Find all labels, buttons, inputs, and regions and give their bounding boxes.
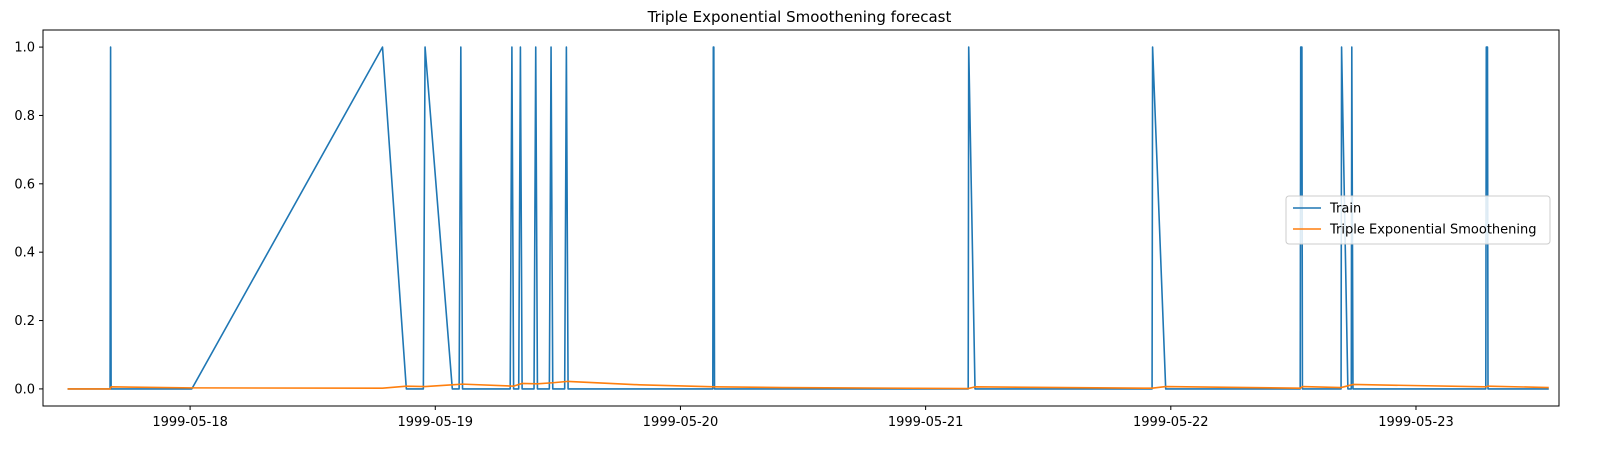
x-tick-label: 1999-05-20 [643, 415, 719, 430]
plot-frame [42, 29, 1560, 407]
y-axis: 0.0 0.2 0.4 0.6 0.8 1.0 [14, 41, 43, 397]
series-line-train [67, 46, 1549, 390]
plot-area [67, 46, 1549, 390]
y-tick-label: 0.6 [14, 177, 35, 192]
series-line-triple-exponential-smoothening [67, 380, 1549, 390]
legend-label: Train [1329, 202, 1361, 217]
x-axis: 1999-05-18 1999-05-19 1999-05-20 1999-05-21… [152, 406, 1454, 430]
x-tick-label: 1999-05-18 [152, 415, 228, 430]
legend-label: Triple Exponential Smoothening [1329, 223, 1537, 238]
y-tick-label: 1.0 [14, 41, 35, 56]
y-tick-label: 0.0 [14, 382, 35, 397]
legend-box [1285, 195, 1551, 245]
x-tick-label: 1999-05-21 [888, 415, 964, 430]
y-tick-label: 0.2 [14, 314, 35, 329]
y-tick-label: 0.8 [14, 109, 35, 124]
y-tick-label: 0.4 [14, 246, 35, 261]
chart-title: Triple Exponential Smoothening forecast [647, 8, 952, 26]
x-tick-label: 1999-05-22 [1133, 415, 1209, 430]
x-tick-label: 1999-05-19 [397, 415, 473, 430]
legend: Train Triple Exponential Smoothening [1285, 195, 1551, 245]
x-tick-label: 1999-05-23 [1378, 415, 1454, 430]
